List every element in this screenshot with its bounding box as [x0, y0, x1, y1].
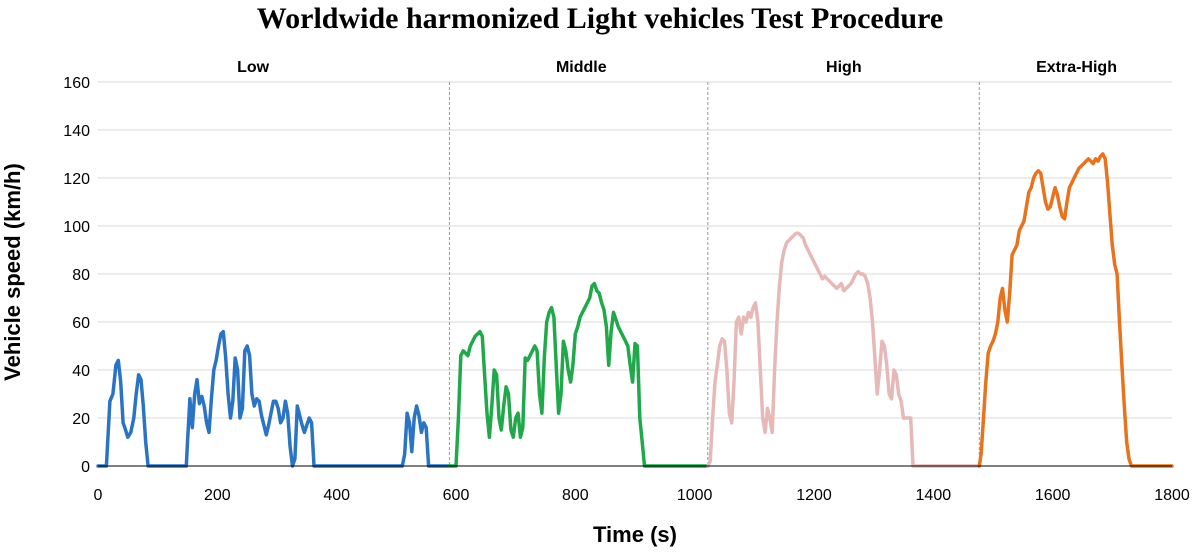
x-tick-label: 1600: [1035, 487, 1071, 504]
x-axis-title: Time (s): [593, 522, 677, 547]
x-tick-labels: 0 200 400 600 800 1000 1200 1400 1600 1800: [94, 487, 1190, 504]
y-tick-label: 80: [72, 267, 90, 284]
phase-label: Low: [237, 59, 270, 76]
series-line-2: [447, 281, 710, 468]
x-tick-label: 600: [443, 487, 470, 504]
phase-label: Extra-High: [1036, 59, 1117, 76]
phase-boundaries: [448, 82, 980, 466]
grid: [98, 81, 1172, 419]
phase-labels: Low Middle High Extra-High: [237, 59, 1117, 76]
series-layer: [96, 152, 1174, 468]
x-tick-label: 1200: [796, 487, 832, 504]
x-tick-label: 200: [204, 487, 231, 504]
y-tick-label: 20: [72, 411, 90, 428]
x-tick-label: 800: [562, 487, 589, 504]
x-tick-label: 1800: [1154, 487, 1190, 504]
series-line-4: [977, 152, 1174, 468]
y-tick-label: 140: [63, 123, 90, 140]
series-line-1: [96, 329, 452, 468]
x-tick-label: 400: [323, 487, 350, 504]
x-tick-label: 1400: [916, 487, 952, 504]
y-tick-label: 40: [72, 363, 90, 380]
x-tick-label: 1000: [677, 487, 713, 504]
y-tick-label: 0: [81, 459, 90, 476]
y-tick-labels: 0 20 40 60 80 100 120 140 160: [63, 75, 90, 476]
phase-label: High: [826, 59, 862, 76]
x-tick-label: 0: [94, 487, 103, 504]
series-line-3: [706, 231, 982, 468]
phase-label: Middle: [556, 59, 607, 76]
y-tick-label: 100: [63, 219, 90, 236]
chart-title: Worldwide harmonized Light vehicles Test…: [257, 2, 943, 35]
y-tick-label: 160: [63, 75, 90, 92]
y-tick-label: 60: [72, 315, 90, 332]
y-axis-title: Vehicle speed (km/h): [0, 163, 25, 381]
y-tick-label: 120: [63, 171, 90, 188]
